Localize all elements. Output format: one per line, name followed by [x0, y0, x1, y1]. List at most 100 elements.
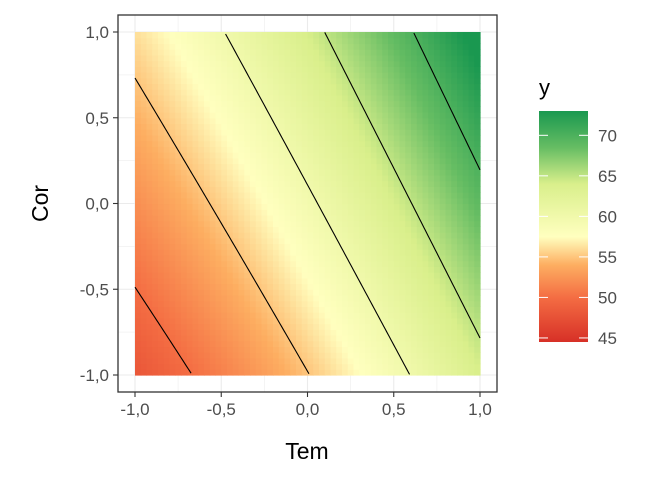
heat-cell [198, 277, 205, 285]
heat-cell [250, 266, 257, 273]
heat-cell [158, 232, 165, 239]
heat-cell [376, 117, 383, 125]
heat-cell [278, 369, 286, 376]
heat-cell [313, 277, 320, 285]
heat-cell [422, 169, 429, 176]
heat-cell [181, 186, 188, 193]
heat-cell [290, 186, 297, 193]
heat-cell [290, 346, 297, 353]
heat-cell [376, 277, 383, 285]
heat-cell [451, 43, 458, 50]
heat-cell [462, 277, 470, 285]
heat-cell [445, 54, 452, 62]
heat-cell [405, 352, 412, 359]
heat-cell [388, 146, 395, 153]
heat-cell [457, 192, 464, 199]
heat-cell [347, 112, 355, 119]
heat-cell [307, 249, 314, 256]
heat-cell [416, 346, 424, 353]
heat-cell [215, 43, 222, 50]
heat-cell [227, 283, 234, 290]
heat-cell [336, 66, 343, 73]
heat-cell [462, 346, 470, 353]
heat-cell [353, 54, 360, 62]
heat-cell [192, 37, 199, 45]
heat-cell [250, 226, 257, 233]
heat-cell [244, 157, 251, 165]
heat-cell [347, 346, 355, 353]
heat-cell [462, 323, 470, 330]
heat-cell [152, 140, 159, 147]
heat-cell [462, 163, 470, 170]
heat-cell [232, 260, 240, 267]
heat-cell [388, 94, 395, 102]
heat-cell [267, 203, 274, 210]
heat-cell [313, 100, 320, 107]
heat-cell [370, 140, 378, 147]
heat-cell [198, 306, 205, 313]
heat-cell [215, 323, 222, 330]
heat-cell [416, 60, 424, 67]
heat-cell [422, 272, 429, 279]
heat-cell [347, 146, 355, 153]
heat-cell [163, 72, 171, 79]
heat-cell [296, 352, 303, 359]
heat-cell [169, 37, 176, 45]
heat-cell [422, 134, 429, 142]
heat-cell [365, 357, 372, 365]
heat-cell [313, 226, 320, 233]
heat-cell [365, 112, 372, 119]
heat-cell [422, 209, 429, 216]
heat-cell [319, 237, 326, 245]
heat-cell [204, 43, 211, 50]
heat-cell [169, 306, 176, 313]
heat-cell [313, 254, 320, 262]
heat-cell [376, 174, 383, 182]
heat-cell [451, 32, 458, 39]
heat-cell [175, 243, 182, 250]
heat-cell [353, 237, 360, 245]
heat-cell [428, 106, 435, 113]
heat-cell [451, 134, 458, 142]
heat-cell [382, 306, 389, 313]
heat-cell [451, 117, 458, 125]
heat-cell [278, 32, 286, 39]
heat-cell [227, 66, 234, 73]
heat-cell [353, 249, 360, 256]
heat-cell [416, 260, 424, 267]
legend-tick-label: 60 [598, 207, 617, 226]
heat-cell [330, 346, 337, 353]
heat-cell [388, 334, 395, 342]
heat-cell [221, 134, 228, 142]
heat-cell [278, 106, 286, 113]
heat-cell [186, 157, 194, 165]
heat-cell [227, 369, 234, 376]
heat-cell [411, 283, 418, 290]
heat-cell [474, 60, 481, 67]
heat-cell [169, 243, 176, 250]
heat-cell [204, 243, 211, 250]
heat-cell [439, 237, 447, 245]
heat-cell [204, 197, 211, 205]
heat-cell [192, 237, 199, 245]
heat-cell [135, 129, 142, 136]
heat-cell [457, 277, 464, 285]
heat-cell [445, 100, 452, 107]
heat-cell [186, 220, 194, 227]
heat-cell [336, 203, 343, 210]
heat-cell [462, 60, 470, 67]
heat-cell [209, 312, 217, 319]
heat-cell [422, 157, 429, 165]
heat-cell [238, 334, 245, 342]
heat-cell [135, 72, 142, 79]
heat-cell [146, 260, 153, 267]
heat-cell [221, 352, 228, 359]
heat-cell [468, 346, 475, 353]
heat-cell [244, 232, 251, 239]
heat-cell [186, 146, 194, 153]
heat-cell [342, 214, 349, 222]
heat-cell [296, 300, 303, 307]
heat-cell [221, 357, 228, 365]
heat-cell [411, 294, 418, 302]
heat-cell [267, 369, 274, 376]
